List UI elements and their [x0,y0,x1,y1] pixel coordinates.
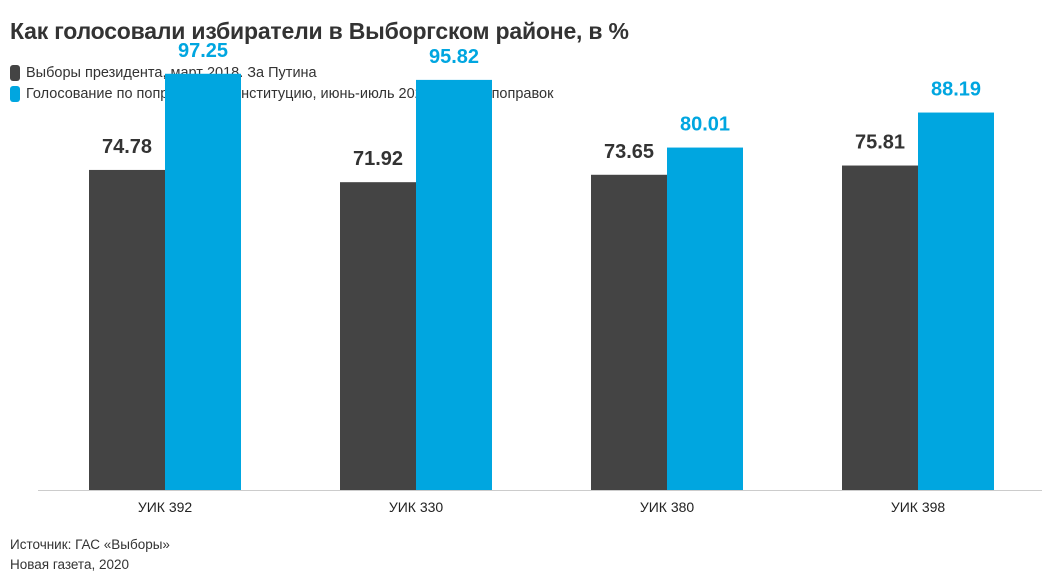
chart-title: Как голосовали избиратели в Выборгском р… [10,18,629,44]
x-tick-label-3: УИК 380 [640,499,695,515]
data-label-series-2-4: 88.19 [931,79,981,101]
data-label-series-2-1: 97.25 [178,40,228,62]
source-line: Источник: ГАС «Выборы» [10,537,170,552]
bar-series-2-3 [667,147,743,491]
data-label-series-1-2: 71.92 [353,148,403,170]
legend-label-series-1: Выборы президента, март 2018. За Путина [26,64,317,81]
data-label-series-1-1: 74.78 [102,136,152,158]
x-tick-label-4: УИК 398 [891,499,946,515]
legend-swatch-series-1 [10,64,20,81]
legend-swatch-series-2 [10,85,20,102]
data-label-series-2-2: 95.82 [429,46,479,68]
x-tick-label-2: УИК 330 [389,499,444,515]
x-tick-label-1: УИК 392 [138,499,193,515]
bar-series-2-1 [165,73,241,491]
bar-series-2-2 [416,79,492,490]
bar-series-1-4 [842,165,918,490]
data-label-series-2-3: 80.01 [680,114,730,136]
data-label-series-1-3: 73.65 [604,141,654,163]
bar-series-1-2 [340,182,416,490]
legend-item-series-1: Выборы президента, март 2018. За Путина [10,62,553,83]
bar-series-2-4 [918,112,994,490]
bar-series-1-3 [591,174,667,490]
publisher-line: Новая газета, 2020 [10,557,130,572]
source-note: Источник: ГАС «Выборы» Новая газета, 202… [10,535,170,575]
bar-series-1-1 [89,169,165,491]
data-label-series-1-4: 75.81 [855,132,905,154]
